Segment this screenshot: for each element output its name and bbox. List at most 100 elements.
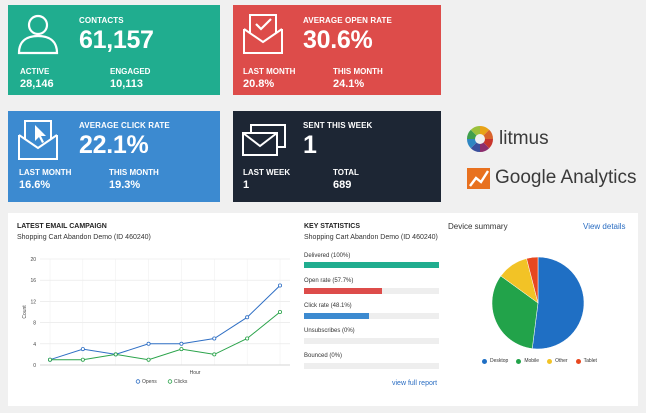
stat-delivered-label: Delivered (100%) — [304, 253, 351, 259]
google-analytics-logo[interactable]: Google Analytics — [467, 166, 637, 190]
legend-marker-opens — [135, 379, 141, 384]
device-pie-chart — [491, 256, 585, 350]
contacts-title: CONTACTS — [79, 16, 124, 25]
data-point-opens[interactable] — [245, 315, 250, 320]
view-details-link[interactable]: View details — [583, 222, 626, 231]
legend-label-clicks[interactable]: Clicks — [174, 379, 188, 385]
data-point-clicks[interactable] — [245, 336, 250, 341]
engaged-label: ENGAGED — [110, 67, 151, 76]
legend-label: Desktop — [490, 358, 509, 364]
legend-dot-icon — [516, 358, 522, 364]
open-last-month-value: 20.8% — [243, 78, 275, 90]
active-value: 28,146 — [20, 78, 54, 90]
google-analytics-name: Google Analytics — [495, 167, 637, 188]
data-point-clicks[interactable] — [47, 357, 52, 362]
data-point-opens[interactable] — [212, 336, 217, 341]
legend-dot-icon — [547, 358, 553, 364]
stat-delivered-bar — [304, 262, 439, 268]
stat-open-rate-fill — [304, 288, 382, 294]
y-tick-label: 20 — [30, 257, 36, 263]
person-icon — [17, 14, 59, 55]
click-this-month-value: 19.3% — [109, 179, 141, 191]
device-legend: Desktop Mobile Other Tablet — [482, 358, 622, 364]
litmus-logo[interactable]: litmus — [466, 125, 549, 153]
legend-dot-icon — [482, 358, 487, 364]
open-last-month-label: LAST MONTH — [243, 67, 296, 76]
open-rate-card: AVERAGE OPEN RATE 30.6% LAST MONTH 20.8%… — [233, 5, 441, 95]
y-tick-label: 8 — [33, 321, 36, 327]
open-rate-title: AVERAGE OPEN RATE — [303, 16, 392, 25]
legend-label: Mobile — [524, 358, 540, 364]
click-last-month-value: 16.6% — [19, 179, 51, 191]
stat-click-rate-bar — [304, 313, 439, 319]
stat-click-rate-label: Click rate (48.1%) — [304, 303, 352, 309]
stat-click-rate-fill — [304, 313, 369, 319]
stat-open-rate-label: Open rate (57.7%) — [304, 278, 354, 284]
stat-unsubscribes-bar — [304, 338, 439, 344]
google-analytics-logo-icon — [467, 168, 490, 189]
key-statistics-campaign-name: Shopping Cart Abandon Demo (ID 460240) — [304, 234, 438, 241]
legend-label: Tablet — [583, 358, 597, 364]
legend-marker-clicks — [167, 379, 173, 384]
sent-this-week-title: SENT THIS WEEK — [303, 121, 373, 130]
contacts-card: CONTACTS 61,157 ACTIVE 28,146 ENGAGED 10… — [8, 5, 220, 95]
pie-slice-desktop[interactable] — [531, 256, 585, 350]
data-point-clicks[interactable] — [212, 352, 217, 357]
open-rate-value: 30.6% — [303, 26, 373, 54]
view-full-report-link[interactable]: view full report — [392, 380, 438, 387]
data-point-clicks[interactable] — [179, 347, 184, 352]
stat-bounced-bar — [304, 363, 439, 369]
pie-slice-mobile[interactable] — [491, 275, 539, 349]
data-point-clicks[interactable] — [80, 357, 85, 362]
click-rate-card: AVERAGE CLICK RATE 22.1% LAST MONTH 16.6… — [8, 111, 220, 202]
last-week-label: LAST WEEK — [243, 168, 291, 177]
y-tick-label: 12 — [30, 299, 36, 305]
stat-unsubscribes-label: Unsubscribes (0%) — [304, 328, 355, 334]
data-point-opens[interactable] — [179, 341, 184, 346]
engaged-value: 10,113 — [110, 78, 144, 90]
stat-bounced-label: Bounced (0%) — [304, 353, 343, 359]
click-this-month-label: THIS MONTH — [109, 168, 159, 177]
latest-campaign-name[interactable]: Shopping Cart Abandon Demo (ID 460240) — [17, 234, 151, 241]
y-tick-label: 16 — [30, 278, 36, 284]
data-point-opens[interactable] — [80, 347, 85, 352]
x-axis-label: Hour — [190, 370, 201, 376]
litmus-logo-icon — [467, 125, 493, 153]
legend-item-mobile[interactable]: Mobile — [516, 358, 539, 364]
click-last-month-label: LAST MONTH — [19, 168, 72, 177]
stat-open-rate-bar — [304, 288, 439, 294]
click-rate-title: AVERAGE CLICK RATE — [79, 121, 170, 130]
sent-this-week-value: 1 — [303, 131, 317, 159]
opens-clicks-line-chart: 0 4 8 12 16 20 Count Hour Opens Clicks — [22, 257, 290, 385]
device-summary-heading: Device summary — [448, 222, 508, 231]
legend-item-desktop[interactable]: Desktop — [482, 358, 508, 364]
legend-label: Other — [555, 358, 568, 364]
key-statistics-heading: KEY STATISTICS — [304, 223, 361, 230]
legend-dot-icon — [575, 358, 581, 364]
total-value: 689 — [333, 179, 352, 191]
y-tick-label: 4 — [33, 342, 36, 348]
envelope-cursor-icon — [18, 120, 58, 160]
open-this-month-value: 24.1% — [333, 78, 365, 90]
latest-campaign-heading: LATEST EMAIL CAMPAIGN — [17, 223, 107, 230]
last-week-value: 1 — [243, 179, 250, 191]
data-point-clicks[interactable] — [146, 357, 151, 362]
click-rate-value: 22.1% — [79, 131, 149, 159]
legend-item-other[interactable]: Other — [547, 358, 568, 364]
data-point-clicks[interactable] — [113, 352, 118, 357]
pie-slice-tablet[interactable] — [526, 256, 539, 304]
campaign-panel: LATEST EMAIL CAMPAIGN Shopping Cart Aban… — [8, 213, 638, 406]
data-point-clicks[interactable] — [277, 310, 282, 315]
legend-label-opens[interactable]: Opens — [142, 379, 157, 385]
data-point-opens[interactable] — [146, 341, 151, 346]
data-point-opens[interactable] — [277, 283, 282, 288]
litmus-name: litmus — [499, 128, 549, 149]
series-line-opens — [49, 285, 281, 361]
y-axis-label: Count — [22, 305, 28, 319]
sent-this-week-card: SENT THIS WEEK 1 LAST WEEK 1 TOTAL 689 — [233, 111, 441, 202]
legend-item-tablet[interactable]: Tablet — [575, 358, 597, 364]
total-label: TOTAL — [333, 168, 359, 177]
series-line-clicks — [50, 311, 281, 361]
envelope-open-check-icon — [243, 14, 283, 54]
envelopes-icon — [242, 124, 286, 156]
